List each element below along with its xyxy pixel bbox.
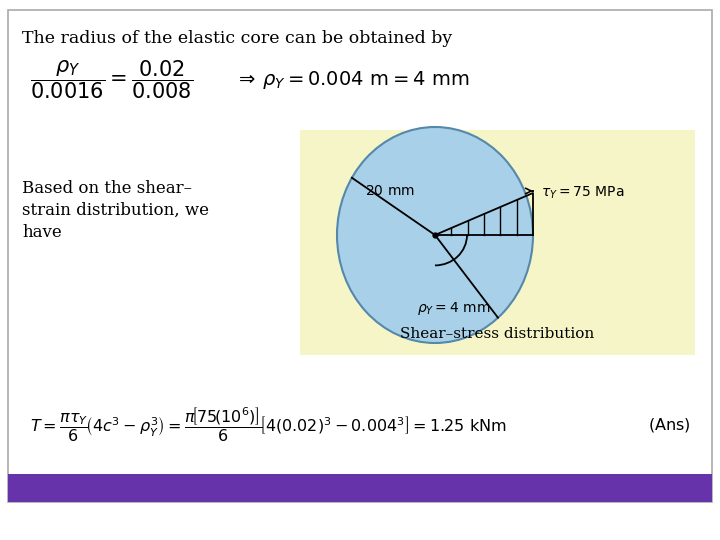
Text: The radius of the elastic core can be obtained by: The radius of the elastic core can be ob…	[22, 30, 452, 47]
Text: have: have	[22, 224, 62, 241]
Text: $\dfrac{\rho_Y}{0.0016} = \dfrac{0.02}{0.008}$: $\dfrac{\rho_Y}{0.0016} = \dfrac{0.02}{0…	[30, 59, 193, 102]
Text: $20\ \mathrm{mm}$: $20\ \mathrm{mm}$	[366, 184, 415, 198]
Bar	[300, 130, 695, 355]
Text: Shear–stress distribution: Shear–stress distribution	[400, 327, 595, 341]
Text: $\mathrm{(Ans)}$: $\mathrm{(Ans)}$	[648, 416, 690, 434]
FancyBboxPatch shape	[8, 10, 712, 502]
Bar	[8, 474, 712, 502]
Text: Based on the shear–: Based on the shear–	[22, 180, 192, 197]
Ellipse shape	[337, 127, 533, 343]
Text: $\tau_Y = 75\ \mathrm{MPa}$: $\tau_Y = 75\ \mathrm{MPa}$	[541, 185, 624, 201]
Text: $T = \dfrac{\pi\tau_Y}{6}\!\left(4c^3 - \rho_Y^3\right)= \dfrac{\pi\!\left[75\!\: $T = \dfrac{\pi\tau_Y}{6}\!\left(4c^3 - …	[30, 406, 507, 444]
Text: $\rho_Y = 4\ \mathrm{mm}$: $\rho_Y = 4\ \mathrm{mm}$	[417, 300, 490, 317]
Text: $\Rightarrow\,\rho_Y = 0.004\ \mathrm{m} = 4\ \mathrm{mm}$: $\Rightarrow\,\rho_Y = 0.004\ \mathrm{m}…	[235, 69, 469, 91]
Text: strain distribution, we: strain distribution, we	[22, 202, 209, 219]
